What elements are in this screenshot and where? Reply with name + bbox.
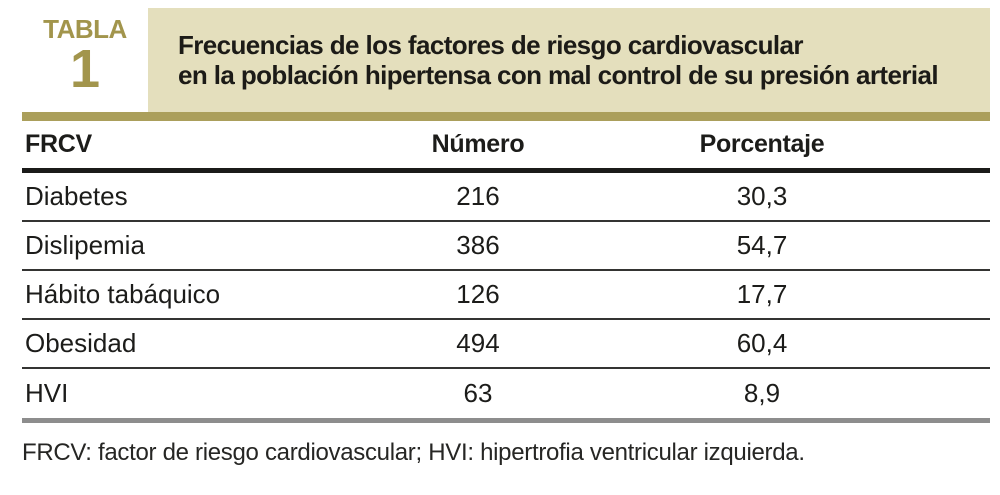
column-header-numero: Número bbox=[431, 130, 525, 158]
table-footnote: FRCV: factor de riesgo cardiovascular; H… bbox=[22, 439, 805, 466]
row-percentage: 17,7 bbox=[736, 279, 788, 309]
gray-bottom-rule bbox=[22, 418, 990, 423]
column-header-porcentaje: Porcentaje bbox=[699, 130, 825, 158]
table-title-line-1: Frecuencias de los factores de riesgo ca… bbox=[178, 30, 803, 60]
row-number: 126 bbox=[456, 279, 500, 309]
row-number: 494 bbox=[456, 328, 500, 358]
table-row: Dislipemia 386 54,7 bbox=[22, 222, 990, 271]
row-label: Obesidad bbox=[25, 328, 137, 358]
row-label: Hábito tabáquico bbox=[25, 279, 221, 309]
table-title-line-2: en la población hipertensa con mal contr… bbox=[178, 60, 939, 90]
row-percentage: 8,9 bbox=[743, 378, 781, 408]
row-number: 386 bbox=[456, 230, 500, 260]
column-header-frcv: FRCV bbox=[25, 130, 92, 158]
table-row: HVI 63 8,9 bbox=[22, 369, 990, 418]
row-label: HVI bbox=[25, 378, 69, 408]
row-label: Dislipemia bbox=[25, 230, 145, 260]
table-header: TABLA 1 Frecuencias de los factores de r… bbox=[22, 8, 990, 112]
table-number: 1 bbox=[69, 39, 101, 99]
data-table: FRCV Número Porcentaje Diabetes 216 30,3… bbox=[22, 121, 990, 418]
row-percentage: 54,7 bbox=[736, 230, 788, 260]
row-label: Diabetes bbox=[25, 181, 128, 211]
table-kicker: TABLA 1 bbox=[22, 14, 148, 99]
table-row: Diabetes 216 30,3 bbox=[22, 173, 990, 222]
row-number: 63 bbox=[463, 378, 493, 408]
gold-divider-bar bbox=[22, 112, 990, 121]
table-title-box: Frecuencias de los factores de riesgo ca… bbox=[148, 8, 990, 112]
row-percentage: 60,4 bbox=[736, 328, 788, 358]
table-kicker-label: TABLA bbox=[43, 14, 127, 44]
row-number: 216 bbox=[456, 181, 500, 211]
row-percentage: 30,3 bbox=[736, 181, 788, 211]
table-row: Obesidad 494 60,4 bbox=[22, 320, 990, 369]
table-header-row: FRCV Número Porcentaje bbox=[22, 121, 990, 173]
table-row: Hábito tabáquico 126 17,7 bbox=[22, 271, 990, 320]
